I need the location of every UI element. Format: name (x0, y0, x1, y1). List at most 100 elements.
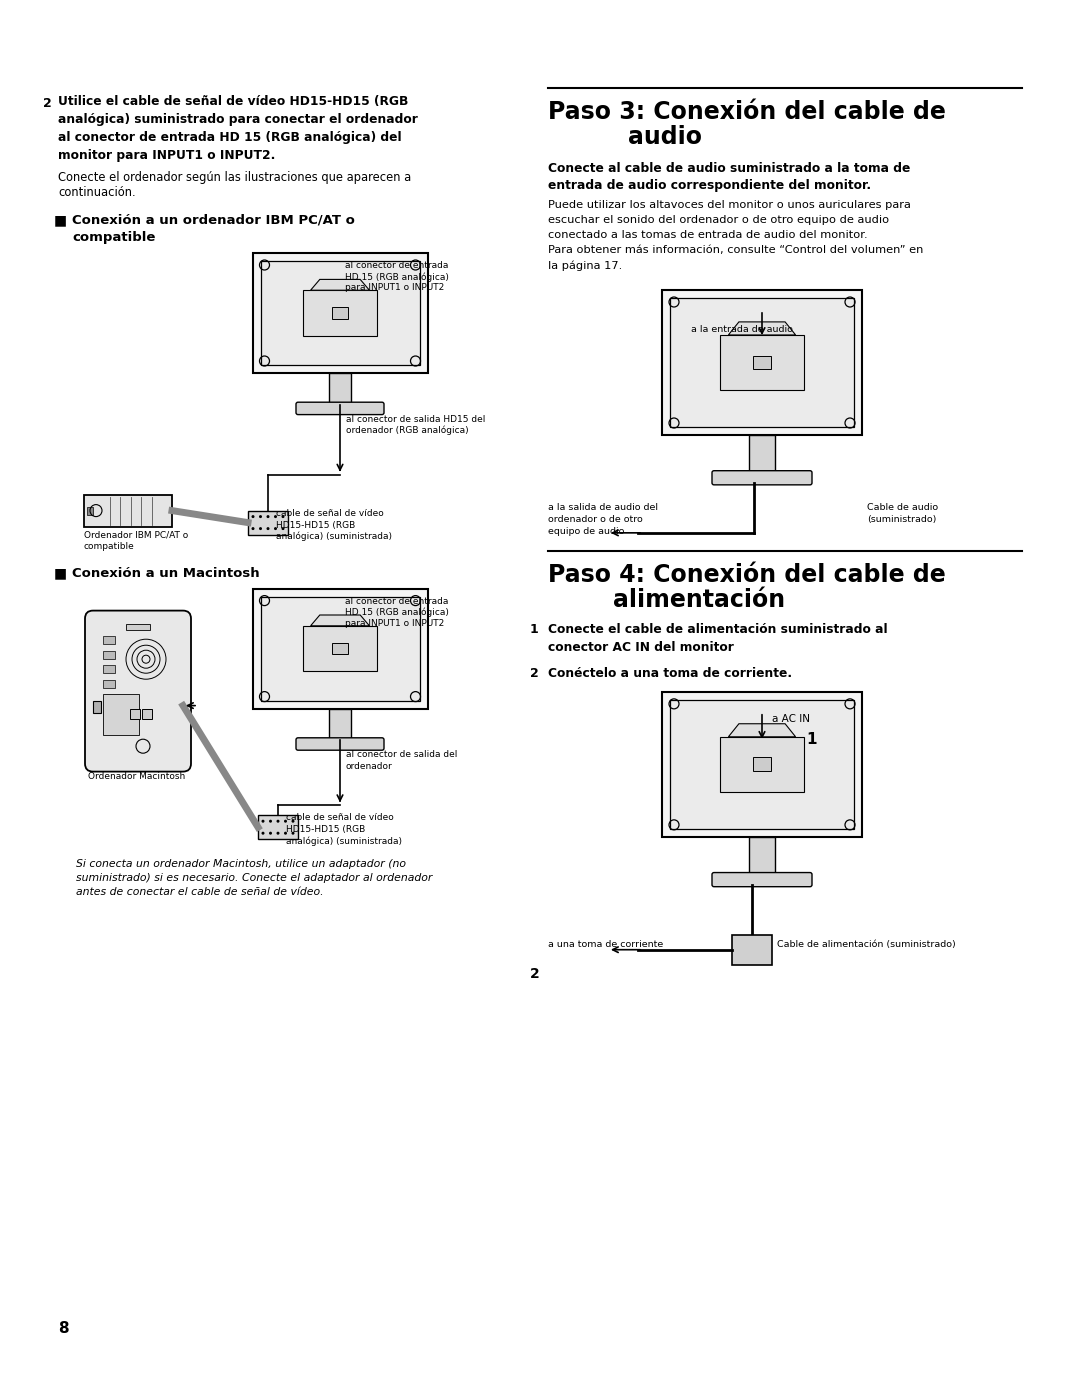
Bar (303, 626, 377, 671)
Text: antes de conectar el cable de señal de vídeo.: antes de conectar el cable de señal de v… (76, 887, 324, 898)
Circle shape (284, 820, 287, 823)
Bar (332, 308, 348, 319)
Text: Si conecta un ordenador Macintosh, utilice un adaptador (no: Si conecta un ordenador Macintosh, utili… (76, 859, 406, 869)
Text: escuchar el sonido del ordenador o de otro equipo de audio: escuchar el sonido del ordenador o de ot… (548, 215, 889, 225)
Text: Paso 4: Conexión del cable de: Paso 4: Conexión del cable de (548, 563, 946, 587)
Text: monitor para INPUT1 o INPUT2.: monitor para INPUT1 o INPUT2. (58, 149, 275, 162)
Circle shape (282, 515, 284, 518)
FancyBboxPatch shape (296, 737, 384, 750)
Text: (suministrado): (suministrado) (867, 515, 936, 523)
Bar (248, 511, 288, 534)
Circle shape (252, 528, 255, 530)
Text: suministrado) si es necesario. Conecte el adaptador al ordenador: suministrado) si es necesario. Conecte e… (76, 873, 432, 884)
Text: HD 15 (RGB analógica): HD 15 (RGB analógica) (345, 272, 449, 282)
Text: 2: 2 (43, 97, 52, 110)
Text: al conector de entrada HD 15 (RGB analógica) del: al conector de entrada HD 15 (RGB analóg… (58, 131, 402, 144)
Text: ■: ■ (54, 566, 67, 580)
Bar (84, 494, 172, 526)
Bar (260, 261, 419, 365)
FancyBboxPatch shape (85, 610, 191, 772)
Bar (753, 356, 771, 369)
Circle shape (267, 515, 270, 518)
Text: a AC IN: a AC IN (772, 714, 810, 724)
Bar (670, 700, 854, 829)
Text: Conecte el cable de alimentación suministrado al: Conecte el cable de alimentación suminis… (548, 623, 888, 635)
Text: Ordenador IBM PC/AT o: Ordenador IBM PC/AT o (84, 530, 188, 540)
Text: Conecte el ordenador según las ilustraciones que aparecen a: Conecte el ordenador según las ilustraci… (58, 171, 411, 184)
Text: al conector de salida del: al conector de salida del (346, 750, 457, 760)
Bar (103, 679, 114, 688)
Text: continuación.: continuación. (58, 186, 136, 199)
Bar (141, 708, 152, 718)
Bar (332, 644, 348, 655)
Text: 1: 1 (806, 732, 816, 747)
Bar (253, 253, 428, 373)
Text: a la entrada de audio: a la entrada de audio (691, 325, 793, 334)
Circle shape (259, 515, 262, 518)
Text: equipo de audio: equipo de audio (548, 526, 624, 536)
Circle shape (276, 831, 280, 834)
Bar (303, 290, 377, 336)
Text: ordenador: ordenador (346, 762, 393, 771)
Text: conector AC IN del monitor: conector AC IN del monitor (548, 641, 734, 653)
Text: ■: ■ (54, 213, 67, 226)
Bar (130, 708, 140, 718)
Bar (732, 935, 772, 965)
Bar (670, 298, 854, 427)
Text: entrada de audio correspondiente del monitor.: entrada de audio correspondiente del mon… (548, 180, 872, 192)
Text: Puede utilizar los altavoces del monitor o unos auriculares para: Puede utilizar los altavoces del monitor… (548, 200, 910, 210)
Text: HD 15 (RGB analógica): HD 15 (RGB analógica) (345, 608, 449, 617)
Circle shape (292, 820, 295, 823)
FancyBboxPatch shape (712, 873, 812, 887)
FancyBboxPatch shape (296, 402, 384, 414)
Bar (750, 837, 775, 874)
Text: Ordenador Macintosh: Ordenador Macintosh (87, 772, 186, 780)
Text: para INPUT1 o INPUT2: para INPUT1 o INPUT2 (345, 619, 444, 627)
Circle shape (267, 528, 270, 530)
Text: 8: 8 (58, 1322, 69, 1335)
Text: conectado a las tomas de entrada de audio del monitor.: conectado a las tomas de entrada de audi… (548, 231, 867, 240)
Circle shape (252, 515, 255, 518)
Bar (328, 373, 351, 405)
Bar (258, 815, 298, 840)
FancyBboxPatch shape (712, 471, 812, 485)
Text: al conector de salida HD15 del: al conector de salida HD15 del (346, 414, 485, 424)
Text: 2: 2 (530, 667, 539, 679)
Text: 2: 2 (530, 967, 540, 981)
Text: Utilice el cable de señal de vídeo HD15-HD15 (RGB: Utilice el cable de señal de vídeo HD15-… (58, 95, 408, 108)
Text: Conecte al cable de audio suministrado a la toma de: Conecte al cable de audio suministrado a… (548, 162, 910, 175)
Polygon shape (728, 724, 796, 737)
Bar (662, 692, 862, 837)
Text: analógica) suministrado para conectar el ordenador: analógica) suministrado para conectar el… (58, 113, 418, 126)
Text: cable de señal de vídeo: cable de señal de vídeo (276, 508, 383, 518)
Text: alimentación: alimentación (613, 588, 785, 612)
Bar (720, 336, 804, 389)
Text: al conector de entrada: al conector de entrada (345, 597, 448, 606)
Circle shape (292, 831, 295, 834)
Circle shape (274, 515, 276, 518)
Text: para INPUT1 o INPUT2: para INPUT1 o INPUT2 (345, 283, 444, 291)
Text: Conexión a un ordenador IBM PC/AT o: Conexión a un ordenador IBM PC/AT o (72, 213, 355, 226)
Circle shape (261, 831, 265, 834)
Text: Paso 3: Conexión del cable de: Paso 3: Conexión del cable de (548, 99, 946, 124)
Text: Cable de alimentación (suministrado): Cable de alimentación (suministrado) (777, 939, 956, 949)
Polygon shape (311, 615, 369, 626)
Text: ordenador (RGB analógica): ordenador (RGB analógica) (346, 425, 469, 435)
Circle shape (274, 528, 276, 530)
Circle shape (259, 528, 262, 530)
Bar (103, 637, 114, 644)
Bar (126, 624, 150, 630)
Text: la página 17.: la página 17. (548, 260, 622, 271)
Circle shape (261, 820, 265, 823)
Circle shape (282, 528, 284, 530)
Text: ordenador o de otro: ordenador o de otro (548, 515, 643, 523)
Text: a la salida de audio del: a la salida de audio del (548, 503, 658, 512)
Text: compatible: compatible (84, 541, 135, 551)
Circle shape (269, 831, 272, 834)
Polygon shape (311, 279, 369, 290)
Bar (253, 588, 428, 708)
Text: analógica) (suministrada): analógica) (suministrada) (286, 837, 402, 845)
Text: Para obtener más información, consulte “Control del volumen” en: Para obtener más información, consulte “… (548, 244, 923, 255)
Bar (328, 708, 351, 740)
Bar (103, 695, 139, 735)
